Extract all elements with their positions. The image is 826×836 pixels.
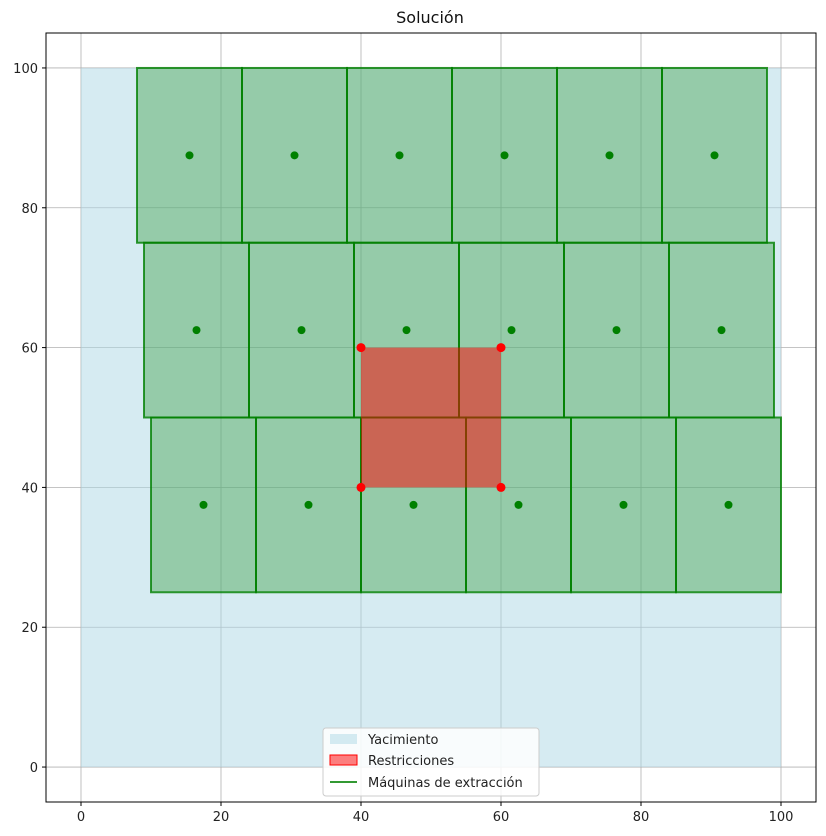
maquina-center-point-9 xyxy=(402,326,411,335)
maquina-center-point-4 xyxy=(500,151,509,160)
maquina-center-point-13 xyxy=(199,500,208,509)
maquina-center-point-15 xyxy=(409,500,418,509)
x-axis-ticks: 0 20 40 60 80 100 xyxy=(77,802,794,825)
legend-swatch-yacimiento xyxy=(330,734,357,744)
data-points xyxy=(185,151,733,509)
x-tick-label-80: 80 xyxy=(633,810,650,825)
chart-title: Solución xyxy=(396,8,464,27)
y-tick-label-20: 20 xyxy=(21,621,38,636)
maquina-center-point-8 xyxy=(297,326,306,335)
x-tick-label-0: 0 xyxy=(77,810,85,825)
maquina-center-point-5 xyxy=(605,151,614,160)
restriccion-point-3 xyxy=(356,482,366,492)
restricciones-rect xyxy=(361,347,501,488)
restriccion-point-2 xyxy=(496,343,506,353)
legend-box xyxy=(322,727,540,797)
x-tick-label-100: 100 xyxy=(769,810,794,825)
legend-swatch-restricciones xyxy=(329,754,358,766)
x-tick-label-20: 20 xyxy=(213,810,230,825)
y-tick-label-60: 60 xyxy=(21,342,38,357)
legend-label-yacimiento: Yacimiento xyxy=(367,733,438,748)
y-tick-label-40: 40 xyxy=(21,481,38,496)
maquina-center-point-6 xyxy=(710,151,719,160)
maquina-center-point-16 xyxy=(514,500,523,509)
y-axis-ticks: 0 20 40 60 80 100 xyxy=(13,62,46,776)
x-tick-label-60: 60 xyxy=(493,810,510,825)
legend-label-restricciones: Restricciones xyxy=(368,754,454,769)
restriccion-point-1 xyxy=(356,343,366,353)
maquina-center-point-10 xyxy=(507,326,516,335)
maquina-center-point-17 xyxy=(619,500,628,509)
maquina-center-point-3 xyxy=(395,151,404,160)
y-tick-label-100: 100 xyxy=(13,62,38,77)
restriccion-point-4 xyxy=(496,482,506,492)
x-tick-label-40: 40 xyxy=(353,810,370,825)
maquina-center-point-18 xyxy=(724,500,733,509)
maquina-center-point-2 xyxy=(290,151,299,160)
plot-frame xyxy=(45,32,817,803)
legend: Yacimiento Restricciones Máquinas de ext… xyxy=(322,727,540,797)
maquina-center-point-7 xyxy=(192,326,201,335)
restricciones-area xyxy=(361,347,501,488)
y-tick-label-80: 80 xyxy=(21,202,38,217)
maquinas-rects xyxy=(136,66,782,594)
maquina-center-point-12 xyxy=(717,326,726,335)
maquina-center-point-14 xyxy=(304,500,313,509)
maquina-center-point-1 xyxy=(185,151,194,160)
maquina-center-point-11 xyxy=(612,326,621,335)
y-tick-label-0: 0 xyxy=(30,761,38,776)
legend-label-maquinas: Máquinas de extracción xyxy=(368,776,523,791)
